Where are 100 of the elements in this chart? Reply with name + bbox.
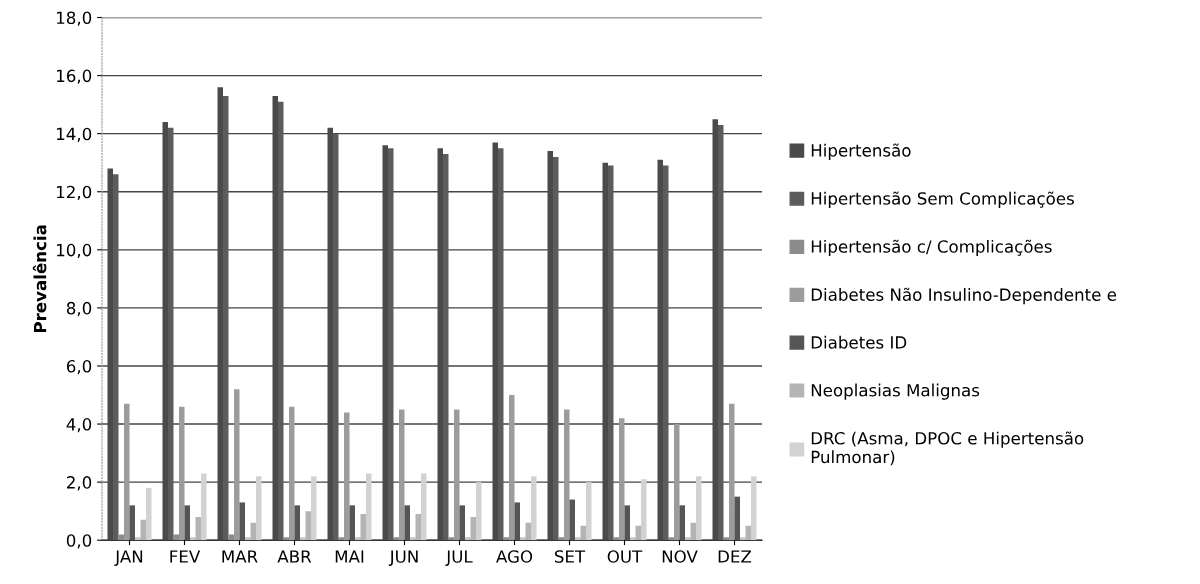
y-tick-label: 10,0 — [57, 243, 92, 259]
bar — [723, 537, 729, 541]
y-axis-title: Prevalência — [32, 225, 47, 333]
bar — [734, 496, 740, 541]
bar — [113, 174, 119, 541]
x-tick-label: DEZ — [718, 550, 752, 563]
y-tick-label: 16,0 — [57, 69, 92, 84]
bar — [234, 389, 240, 541]
bar — [278, 101, 284, 541]
bar — [355, 537, 361, 541]
bar — [580, 525, 586, 541]
bar — [366, 473, 372, 541]
y-tick-label: 18,0 — [57, 11, 92, 26]
bar — [135, 537, 141, 541]
bar — [349, 505, 355, 541]
bar — [674, 424, 680, 541]
bar — [415, 514, 421, 541]
bar — [190, 537, 196, 541]
bar — [740, 537, 746, 541]
bar — [223, 95, 229, 541]
bar — [514, 502, 520, 541]
bar — [129, 505, 135, 541]
bar — [685, 537, 691, 541]
bar — [630, 537, 636, 541]
bar — [641, 479, 647, 541]
bar — [448, 537, 454, 541]
bar — [256, 476, 262, 541]
bar — [388, 148, 394, 541]
bar — [333, 133, 339, 541]
y-tick-label: 2,0 — [66, 476, 92, 491]
y-tick-label: 12,0 — [57, 185, 92, 201]
legend-label: Diabetes Não Insulino-Dependente e — [811, 287, 1117, 305]
bar — [454, 409, 460, 541]
bar — [613, 537, 619, 541]
bar — [619, 418, 625, 541]
y-tick-label: 0,0 — [66, 534, 92, 549]
bar — [173, 534, 179, 541]
bar — [751, 476, 757, 541]
bar — [553, 156, 559, 541]
bar — [498, 148, 504, 541]
x-tick-label: FEV — [170, 550, 201, 563]
bar — [393, 537, 399, 541]
bar — [305, 511, 311, 541]
bar — [245, 537, 251, 541]
bar — [520, 537, 526, 541]
bar — [338, 537, 344, 541]
bar — [179, 406, 185, 541]
bar — [564, 409, 570, 541]
bar — [399, 409, 405, 541]
bar — [421, 473, 427, 541]
x-tick-label: JAN — [114, 550, 143, 566]
bar — [459, 505, 465, 541]
bar — [443, 154, 449, 541]
bar — [503, 537, 509, 541]
x-tick-label: OUT — [607, 550, 643, 563]
bar — [294, 505, 300, 541]
bar — [404, 505, 410, 541]
legend-label: Diabetes ID — [811, 335, 907, 349]
bar — [608, 165, 614, 541]
x-tick-label: NOV — [662, 550, 698, 563]
y-tick-label: 14,0 — [57, 127, 92, 142]
bar — [201, 473, 207, 541]
y-tick-label: 8,0 — [66, 301, 92, 317]
bar — [624, 505, 630, 541]
bar — [586, 482, 592, 541]
bar — [168, 127, 174, 541]
y-tick-label: 6,0 — [66, 359, 92, 375]
bar — [558, 537, 564, 541]
bar — [283, 537, 289, 541]
legend-label: Hipertensão Sem Complicações — [811, 191, 1074, 208]
bar — [228, 534, 234, 541]
bar — [525, 522, 531, 541]
bar — [465, 537, 471, 541]
bar — [344, 412, 350, 541]
x-tick-label: MAI — [335, 550, 364, 563]
x-tick-label: JUN — [388, 550, 418, 566]
x-tick-label: JUL — [445, 550, 473, 566]
bar — [289, 406, 295, 541]
bar — [300, 537, 306, 541]
x-tick-label: MAR — [222, 550, 258, 563]
bar — [531, 476, 537, 541]
bar — [239, 502, 245, 541]
bar — [195, 516, 201, 541]
legend-label: Hipertensão — [811, 143, 911, 160]
bar — [124, 403, 130, 541]
bar — [729, 403, 735, 541]
x-tick-label: AGO — [496, 550, 533, 563]
bar — [410, 537, 416, 541]
bar — [668, 537, 674, 541]
bar — [696, 476, 702, 541]
bar — [184, 505, 190, 541]
bar — [118, 534, 124, 541]
bar — [663, 165, 669, 541]
bar — [470, 516, 476, 541]
bar — [718, 124, 724, 541]
legend-label: DRC (Asma, DPOC e Hipertensão Pulmonar) — [811, 431, 1084, 466]
x-tick-label: ABR — [277, 550, 312, 563]
bar — [360, 514, 366, 541]
bar — [575, 537, 581, 541]
bar — [311, 476, 317, 541]
